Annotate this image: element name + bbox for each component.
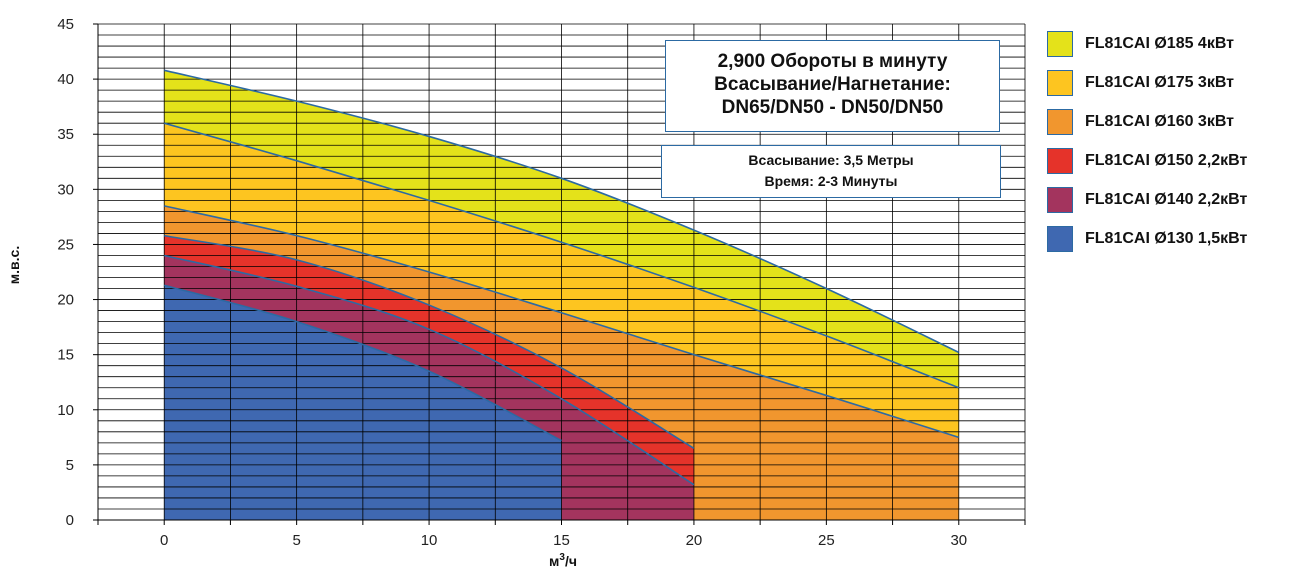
suction-info-box: Всасывание: 3,5 Метры Время: 2-3 Минуты [661, 145, 1001, 198]
series-line-1 [163, 122, 960, 389]
legend-swatch [1047, 186, 1073, 213]
series-line-5 [164, 284, 562, 442]
legend-swatch [1047, 69, 1073, 96]
legend-swatch [1047, 147, 1073, 174]
y-tick-label: 10 [57, 402, 74, 419]
chart-axes [93, 23, 1026, 525]
x-tick-label: 25 [818, 532, 835, 549]
legend-swatch [1047, 225, 1073, 252]
legend-swatch [1047, 108, 1073, 135]
series-line-0 [164, 69, 960, 354]
info-ports-title: Всасывание/Нагнетание: [714, 74, 951, 95]
legend-item: FL81CAI Ø185 4кВт [1047, 24, 1247, 63]
legend-label: FL81CAI Ø175 3кВт [1085, 73, 1235, 91]
legend-label: FL81CAI Ø140 2,2кВт [1085, 190, 1248, 208]
info-ports-value: DN65/DN50 - DN50/DN50 [721, 97, 944, 118]
series-line-2 [164, 205, 960, 439]
y-tick-label: 35 [57, 126, 74, 143]
x-tick-label: 5 [292, 532, 300, 549]
y-tick-label: 40 [57, 71, 74, 88]
x-axis-title: м3/ч [549, 552, 577, 569]
legend-item: FL81CAI Ø150 2,2кВт [1047, 141, 1247, 180]
y-tick-label: 0 [66, 512, 74, 529]
series-line-4 [164, 254, 695, 486]
operating-info-box: 2,900 Обороты в минуту Всасывание/Нагнет… [665, 40, 1000, 132]
legend-item: FL81CAI Ø160 3кВт [1047, 102, 1247, 141]
chart-legend: FL81CAI Ø185 4кВт FL81CAI Ø175 3кВт FL81… [1047, 24, 1247, 258]
legend-label: FL81CAI Ø160 3кВт [1085, 112, 1235, 130]
series-line-3 [164, 234, 695, 450]
x-tick-label: 30 [950, 532, 967, 549]
info-rpm: 2,900 Обороты в минуту [717, 51, 948, 72]
x-tick-label: 20 [686, 532, 703, 549]
legend-item: FL81CAI Ø140 2,2кВт [1047, 180, 1247, 219]
tick-labels: 0 5 10 15 20 25 30 0 5 10 15 20 25 30 35 40 45 [57, 16, 967, 549]
curve-lines [163, 69, 960, 486]
legend-label: FL81CAI Ø150 2,2кВт [1085, 151, 1248, 169]
y-tick-label: 45 [57, 16, 74, 33]
x-tick-label: 15 [553, 532, 570, 549]
y-tick-label: 30 [57, 181, 74, 198]
y-tick-label: 15 [57, 347, 74, 364]
legend-item: FL81CAI Ø130 1,5кВт [1047, 219, 1247, 258]
y-axis-title: м.в.с. [6, 246, 22, 284]
info-priming-time: Время: 2-3 Минуты [764, 173, 898, 189]
x-tick-label: 0 [160, 532, 168, 549]
info-suction-height: Всасывание: 3,5 Метры [748, 152, 914, 168]
y-tick-label: 5 [66, 457, 74, 474]
legend-label: FL81CAI Ø130 1,5кВт [1085, 229, 1248, 247]
y-tick-label: 20 [57, 292, 74, 309]
legend-swatch [1047, 30, 1073, 57]
legend-label: FL81CAI Ø185 4кВт [1085, 34, 1235, 52]
x-tick-label: 10 [421, 532, 438, 549]
legend-item: FL81CAI Ø175 3кВт [1047, 63, 1247, 102]
y-tick-label: 25 [57, 236, 74, 253]
